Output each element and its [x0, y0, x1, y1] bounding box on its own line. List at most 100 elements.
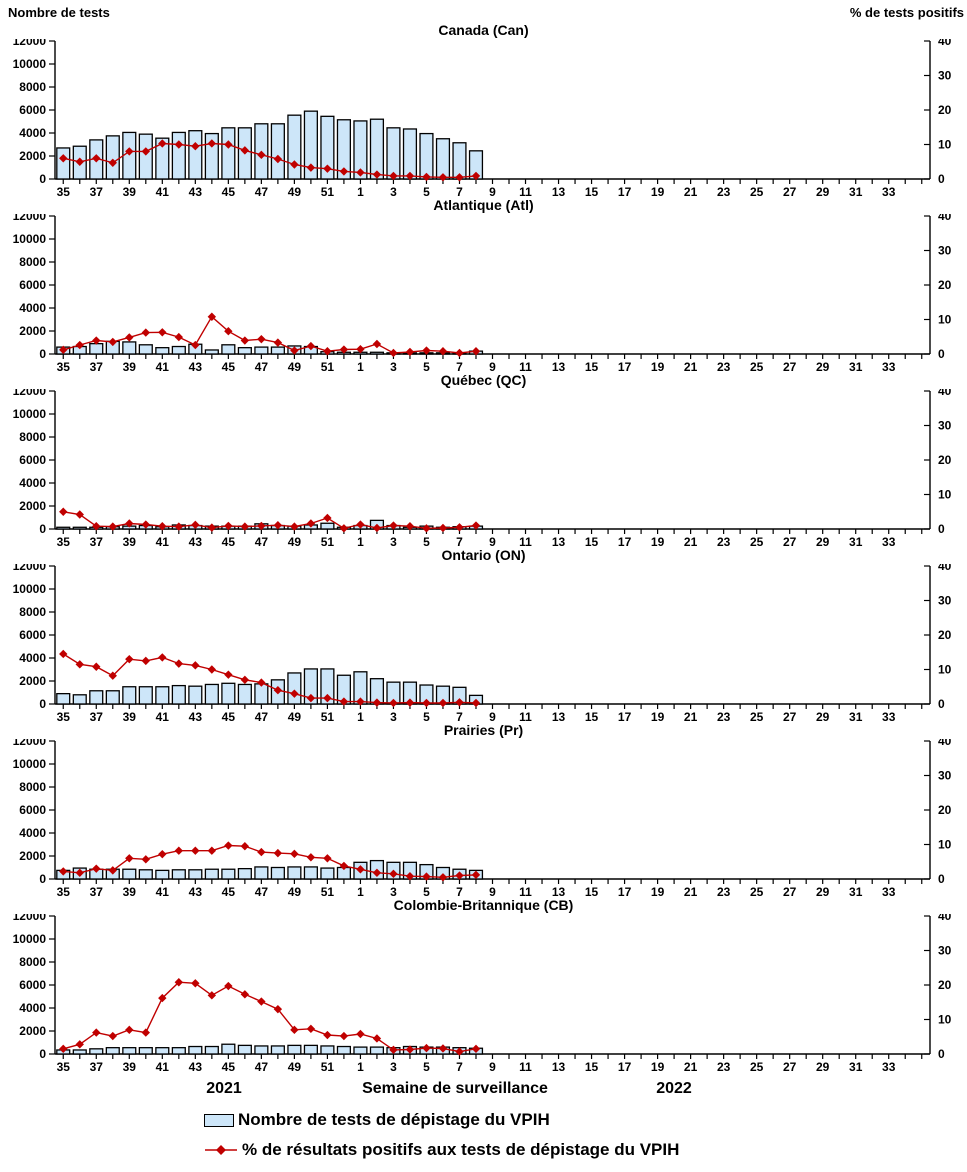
left-tick-label: 6000 [19, 453, 46, 467]
week-label: 51 [321, 710, 335, 722]
tests-bar-week-43 [188, 869, 203, 880]
week-label: 45 [222, 885, 236, 897]
week-label: 11 [519, 535, 532, 547]
positivity-marker-week-7 [455, 173, 464, 182]
tests-bar-week-1 [353, 120, 368, 180]
week-label: 29 [816, 535, 830, 547]
tests-bar-week-43 [188, 685, 203, 705]
tests-bar-week-51 [320, 668, 335, 705]
panel-title: Québec (QC) [440, 372, 527, 388]
week-label: 51 [321, 535, 335, 547]
bar-swatch-icon [204, 1113, 234, 1127]
week-label: 1 [357, 360, 364, 372]
positivity-marker-week-1 [356, 520, 365, 529]
week-label: 45 [222, 1060, 236, 1072]
week-label: 41 [156, 1060, 170, 1072]
positivity-marker-week-46 [240, 146, 250, 155]
week-label: 41 [156, 185, 170, 197]
tests-bar-week-46 [237, 683, 252, 705]
positivity-marker-week-50 [306, 853, 316, 862]
tests-bar-week-40 [138, 1047, 153, 1055]
tests-bar-week-36 [72, 1049, 87, 1055]
positivity-marker-week-4 [405, 872, 415, 881]
tests-bar-week-45 [221, 344, 236, 355]
week-label: 3 [390, 535, 397, 547]
week-label: 11 [519, 885, 532, 897]
week-label: 29 [816, 360, 830, 372]
week-label: 7 [456, 185, 463, 197]
positivity-marker-week-3 [389, 1045, 398, 1055]
week-label: 25 [750, 535, 764, 547]
week-label: 29 [816, 1060, 830, 1072]
tests-bar-week-49 [287, 114, 302, 180]
week-label: 31 [849, 185, 863, 197]
positivity-marker-week-44 [207, 523, 217, 532]
week-label: 45 [222, 360, 236, 372]
right-tick-label: 0 [938, 1047, 945, 1061]
week-label: 37 [90, 885, 104, 897]
positivity-marker-week-2 [372, 170, 382, 179]
tests-bar-week-47 [254, 866, 269, 880]
positivity-marker-week-37 [92, 522, 101, 531]
positivity-marker-week-2 [372, 698, 382, 707]
week-label: 5 [423, 360, 430, 372]
positivity-marker-week-1 [356, 344, 365, 354]
week-label: 25 [750, 885, 764, 897]
tests-bar-week-45 [221, 127, 236, 180]
positivity-marker-week-41 [158, 653, 167, 662]
positivity-marker-week-42 [174, 978, 184, 987]
panel-title: Atlantique (Atl) [433, 197, 534, 213]
positivity-marker-week-35 [59, 507, 68, 516]
week-label: 23 [717, 185, 731, 197]
tests-bar-week-48 [270, 866, 285, 880]
right-axis-title: % de tests positifs [849, 5, 964, 20]
panels-container: Canada (Can) 0 2000 4000 6000 8000 10000 12000 0… [0, 22, 967, 1072]
positivity-marker-week-40 [141, 1028, 151, 1037]
week-label: 21 [684, 185, 698, 197]
week-label: 23 [717, 1060, 731, 1072]
week-label: 19 [651, 710, 665, 722]
left-tick-label: 2000 [19, 849, 46, 863]
week-label: 47 [255, 360, 269, 372]
week-label: 39 [123, 1060, 137, 1072]
positivity-marker-week-41 [158, 849, 167, 859]
week-label: 11 [519, 360, 532, 372]
tests-bar-week-35 [56, 526, 71, 530]
right-tick-label: 40 [938, 739, 952, 748]
week-label: 1 [357, 185, 364, 197]
week-label: 39 [123, 185, 137, 197]
week-label: 45 [222, 710, 236, 722]
left-tick-label: 12000 [13, 389, 47, 398]
week-label: 1 [357, 710, 364, 722]
positivity-marker-week-5 [422, 1043, 431, 1053]
positivity-marker-week-45 [224, 521, 233, 531]
tests-bar-week-37 [89, 342, 104, 355]
tests-bar-week-50 [303, 668, 318, 705]
right-tick-label: 10 [938, 313, 952, 327]
week-label: 29 [816, 885, 830, 897]
positivity-marker-week-38 [108, 866, 117, 875]
right-tick-label: 20 [938, 103, 952, 117]
positivity-marker-week-40 [141, 328, 151, 337]
tests-bar-week-1 [353, 1046, 368, 1055]
left-tick-label: 8000 [19, 255, 46, 269]
week-label: 49 [288, 885, 302, 897]
week-label: 37 [90, 185, 104, 197]
week-label: 31 [849, 360, 863, 372]
week-label: 45 [222, 185, 236, 197]
right-tick-label: 0 [938, 347, 945, 361]
week-label: 9 [489, 710, 496, 722]
tests-bar-week-50 [303, 110, 318, 180]
positivity-marker-week-7 [455, 348, 464, 358]
week-label: 3 [390, 360, 397, 372]
positivity-marker-week-52 [339, 1031, 349, 1041]
week-label: 11 [519, 1060, 532, 1072]
week-label: 7 [456, 1060, 463, 1072]
week-label: 33 [882, 885, 896, 897]
week-label: 41 [156, 710, 170, 722]
positivity-marker-week-47 [257, 150, 266, 160]
positivity-marker-week-49 [290, 346, 299, 355]
tests-bar-week-36 [72, 694, 87, 705]
